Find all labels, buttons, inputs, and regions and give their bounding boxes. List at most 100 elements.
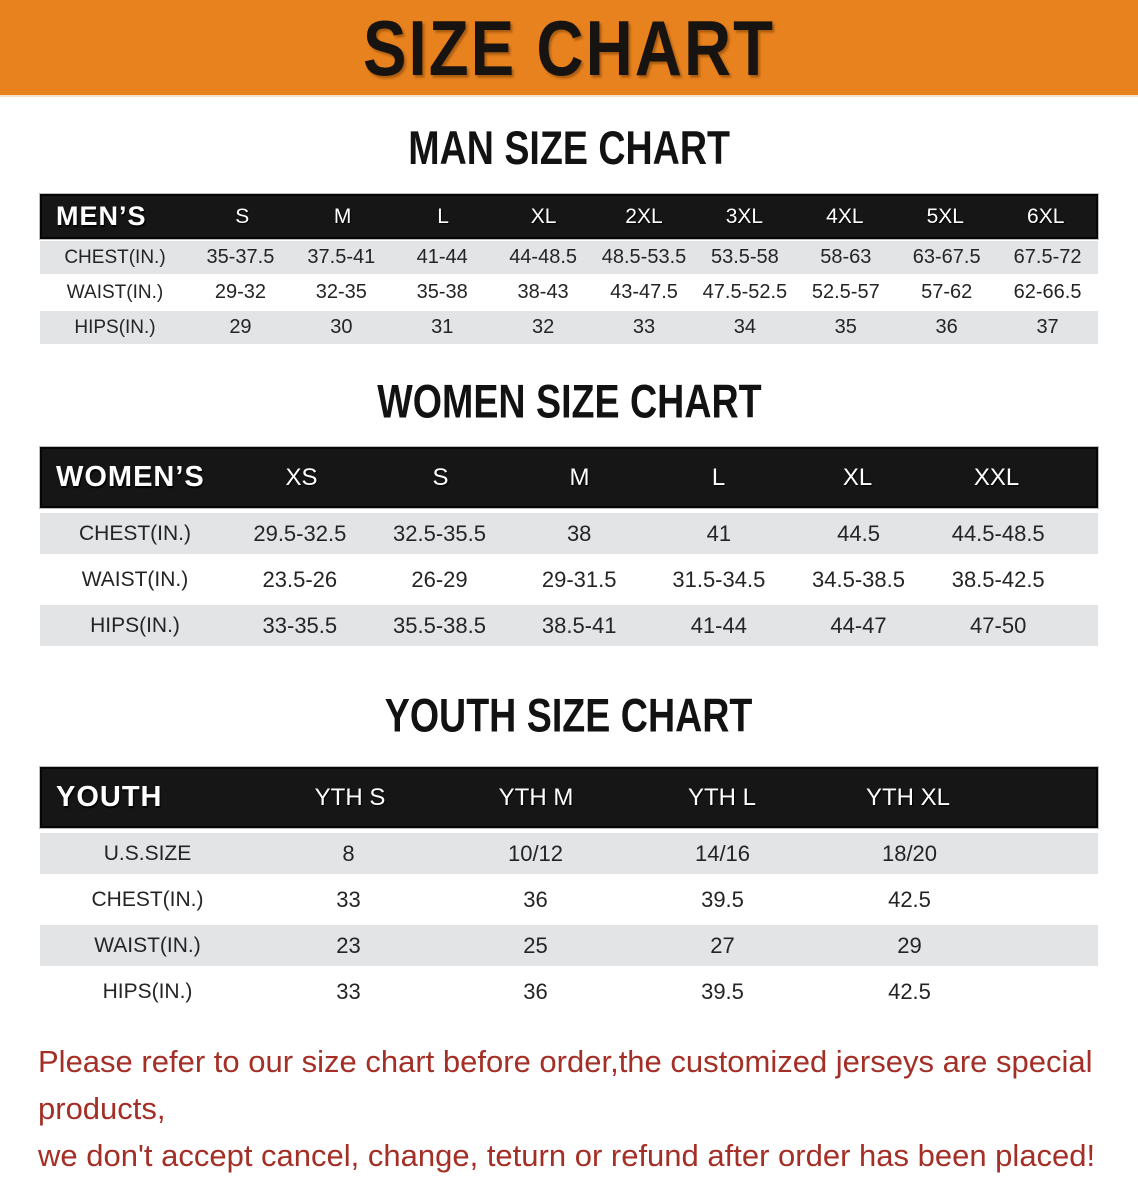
women-section-heading-text: WOMEN SIZE CHART xyxy=(376,375,762,428)
men-value-cell: 36 xyxy=(935,316,958,338)
youth-size-column-header: YTH XL xyxy=(865,783,951,811)
men-value-cell: 35 xyxy=(834,316,857,338)
women-value-cell: 35.5-38.5 xyxy=(393,612,486,638)
youth-size-table: YOUTH YTH S YTH M YTH L YTH XL U.S.SIZE 8 10/… xyxy=(40,767,1098,1012)
men-size-column-header: S xyxy=(235,204,250,228)
disclaimer-line-1: Please refer to our size chart before or… xyxy=(38,1044,1093,1126)
women-value-cell: 29-31.5 xyxy=(541,566,617,592)
youth-size-column-header: YTH M xyxy=(498,783,574,811)
men-value-cell: 37.5-41 xyxy=(307,246,376,268)
women-size-column-header: M xyxy=(569,463,590,491)
women-value-cell: 44.5-48.5 xyxy=(951,520,1045,546)
women-value-cell: 23.5-26 xyxy=(262,566,338,592)
men-value-cell: 32-35 xyxy=(315,281,367,303)
women-value-cell: 26-29 xyxy=(411,566,468,592)
women-value-cell: 38.5-41 xyxy=(541,612,617,638)
men-size-column-header: 5XL xyxy=(926,204,964,228)
women-value-cell: 44-47 xyxy=(830,612,887,638)
men-value-cell: 58-63 xyxy=(820,246,872,268)
women-value-cell: 32.5-35.5 xyxy=(393,520,486,546)
men-value-cell: 38-43 xyxy=(517,281,569,303)
women-table-row: HIPS(IN.) 33-35.5 35.5-38.5 38.5-41 41-44 44-… xyxy=(40,605,1098,646)
men-value-cell: 41-44 xyxy=(416,246,468,268)
women-table-row: CHEST(IN.) 29.5-32.5 32.5-35.5 38 41 44.5 44.5… xyxy=(40,513,1098,554)
men-value-cell: 35-38 xyxy=(416,281,468,303)
men-value-cell: 62-66.5 xyxy=(1013,281,1082,303)
youth-value-cell: 33 xyxy=(336,978,361,1004)
men-value-cell: 34 xyxy=(733,316,757,338)
women-row-label: HIPS(IN.) xyxy=(90,613,180,637)
women-value-cell: 41 xyxy=(706,520,732,546)
youth-value-cell: 36 xyxy=(523,886,548,912)
youth-value-cell: 27 xyxy=(710,932,735,958)
men-table-body: CHEST(IN.) 35-37.5 37.5-41 41-44 44-48.5 48.5… xyxy=(40,241,1098,344)
youth-row-label: WAIST(IN.) xyxy=(94,933,201,957)
men-size-column-header: L xyxy=(437,204,449,228)
men-section-heading: MAN SIZE CHART xyxy=(0,123,1138,175)
men-row-label: HIPS(IN.) xyxy=(74,316,156,338)
youth-row-label: HIPS(IN.) xyxy=(102,979,193,1003)
youth-value-cell: 8 xyxy=(342,840,355,866)
youth-value-cell: 39.5 xyxy=(701,886,744,912)
men-table-header-bar: MEN’S S M L XL 2XL 3XL 4XL 5XL 6XL xyxy=(40,194,1098,239)
youth-table-header-bar: YOUTH YTH S YTH M YTH L YTH XL xyxy=(40,767,1098,828)
youth-size-column-header: YTH L xyxy=(687,783,756,811)
men-value-cell: 44-48.5 xyxy=(509,246,578,268)
women-size-column-header: XS xyxy=(285,463,318,491)
women-value-cell: 34.5-38.5 xyxy=(812,566,905,592)
men-value-cell: 63-67.5 xyxy=(912,246,981,268)
women-size-column-header: XXL xyxy=(973,463,1020,491)
youth-value-cell: 18/20 xyxy=(881,840,938,866)
men-size-column-header: 6XL xyxy=(1027,204,1065,228)
men-value-cell: 29-32 xyxy=(214,281,267,303)
women-value-cell: 31.5-34.5 xyxy=(672,566,766,592)
youth-value-cell: 29 xyxy=(897,932,922,958)
women-size-column-header: S xyxy=(432,463,449,491)
youth-table-row: WAIST(IN.) 23 25 27 29 xyxy=(40,925,1098,966)
women-row-label: CHEST(IN.) xyxy=(79,521,191,545)
women-table-header-label: WOMEN’S xyxy=(56,461,205,493)
men-size-column-header: M xyxy=(333,204,352,228)
men-table-row: HIPS(IN.) 29 30 31 32 33 34 35 36 37 xyxy=(40,311,1098,344)
women-row-label: WAIST(IN.) xyxy=(81,567,189,591)
youth-table-row: HIPS(IN.) 33 36 39.5 42.5 xyxy=(40,971,1098,1012)
youth-value-cell: 23 xyxy=(336,932,361,958)
order-disclaimer-note: Please refer to our size chart before or… xyxy=(38,1038,1138,1179)
youth-size-column-header: YTH S xyxy=(314,783,386,811)
men-row-label: CHEST(IN.) xyxy=(64,246,166,268)
youth-row-label: CHEST(IN.) xyxy=(91,887,204,911)
women-table-body: CHEST(IN.) 29.5-32.5 32.5-35.5 38 41 44.5 44.5… xyxy=(40,513,1098,646)
youth-value-cell: 33 xyxy=(336,886,361,912)
youth-value-cell: 14/16 xyxy=(694,840,751,866)
men-value-cell: 52.5-57 xyxy=(811,281,880,303)
women-size-table: WOMEN’S XS S M L XL XXL CHEST(IN.) 29.5-32.5 32… xyxy=(40,447,1098,646)
men-value-cell: 67.5-72 xyxy=(1013,246,1082,268)
men-value-cell: 29 xyxy=(229,316,252,338)
men-value-cell: 48.5-53.5 xyxy=(601,246,687,268)
youth-row-label: U.S.SIZE xyxy=(103,841,192,865)
men-size-column-header: 4XL xyxy=(826,204,864,228)
women-value-cell: 44.5 xyxy=(837,520,880,546)
youth-section-heading-text: YOUTH SIZE CHART xyxy=(385,689,753,742)
disclaimer-line-2: we don't accept cancel, change, teturn o… xyxy=(38,1138,1096,1173)
men-value-cell: 57-62 xyxy=(921,281,973,303)
men-value-cell: 31 xyxy=(431,316,454,338)
men-section-heading-text: MAN SIZE CHART xyxy=(408,122,730,175)
men-value-cell: 43-47.5 xyxy=(610,281,678,303)
women-value-cell: 41-44 xyxy=(690,612,747,638)
men-value-cell: 37 xyxy=(1036,316,1059,338)
youth-table-row: CHEST(IN.) 33 36 39.5 42.5 xyxy=(40,879,1098,920)
size-chart-banner: SIZE CHART xyxy=(0,0,1138,97)
youth-value-cell: 42.5 xyxy=(888,886,931,912)
women-size-column-header: L xyxy=(711,463,726,491)
youth-value-cell: 39.5 xyxy=(701,978,744,1004)
women-value-cell: 29.5-32.5 xyxy=(253,520,347,546)
youth-table-header-label: YOUTH xyxy=(56,781,163,813)
men-size-column-header: 2XL xyxy=(625,204,663,228)
women-value-cell: 38 xyxy=(566,520,592,546)
men-size-column-header: 3XL xyxy=(725,204,764,228)
youth-value-cell: 42.5 xyxy=(888,978,931,1004)
youth-section-heading: YOUTH SIZE CHART xyxy=(0,690,1138,742)
men-size-table: MEN’S S M L XL 2XL 3XL 4XL 5XL 6XL CHEST(IN.) 35-… xyxy=(40,194,1098,344)
men-value-cell: 35-37.5 xyxy=(206,246,275,268)
